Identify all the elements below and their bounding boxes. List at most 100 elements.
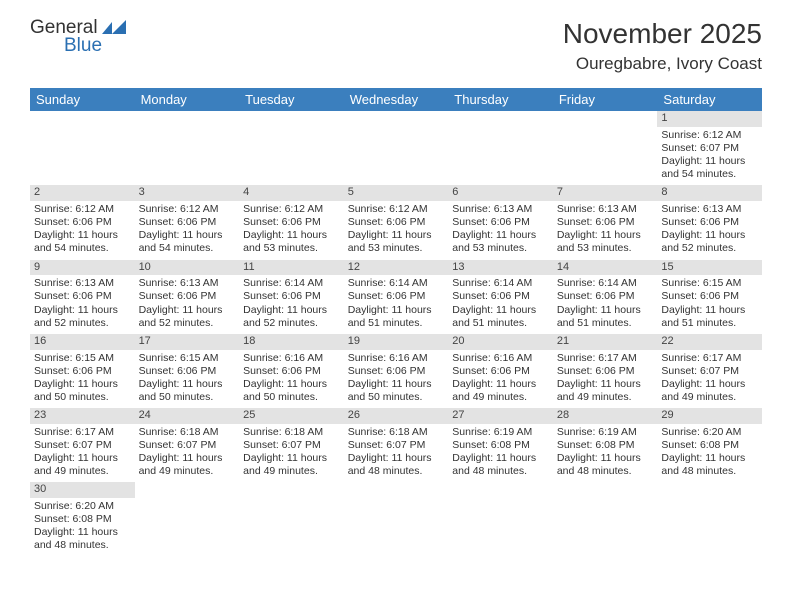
day-number: 7: [553, 185, 658, 201]
day-info-line: Sunset: 6:07 PM: [661, 365, 758, 378]
day-body: [135, 127, 240, 133]
day-body: Sunrise: 6:13 AMSunset: 6:06 PMDaylight:…: [30, 275, 135, 334]
day-info-line: Sunrise: 6:12 AM: [661, 129, 758, 142]
day-info-line: Sunrise: 6:12 AM: [139, 203, 236, 216]
day-info-line: Sunset: 6:06 PM: [139, 365, 236, 378]
day-body: [553, 498, 658, 504]
calendar-empty-cell: [135, 482, 240, 556]
day-info-line: Sunrise: 6:16 AM: [452, 352, 549, 365]
day-header-monday: Monday: [135, 88, 240, 111]
day-header-thursday: Thursday: [448, 88, 553, 111]
calendar-day-cell: 18Sunrise: 6:16 AMSunset: 6:06 PMDayligh…: [239, 334, 344, 408]
day-number: 19: [344, 334, 449, 350]
calendar-day-cell: 12Sunrise: 6:14 AMSunset: 6:06 PMDayligh…: [344, 260, 449, 334]
day-info-line: and 48 minutes.: [557, 465, 654, 478]
location-label: Ouregbabre, Ivory Coast: [563, 54, 762, 74]
day-info-line: Sunset: 6:06 PM: [139, 290, 236, 303]
day-number: 13: [448, 260, 553, 276]
day-body: Sunrise: 6:18 AMSunset: 6:07 PMDaylight:…: [239, 424, 344, 483]
day-number: 11: [239, 260, 344, 276]
day-body: Sunrise: 6:17 AMSunset: 6:07 PMDaylight:…: [30, 424, 135, 483]
day-info-line: and 52 minutes.: [243, 317, 340, 330]
calendar-day-cell: 1Sunrise: 6:12 AMSunset: 6:07 PMDaylight…: [657, 111, 762, 185]
day-number: [448, 111, 553, 127]
day-info-line: Sunrise: 6:12 AM: [243, 203, 340, 216]
day-info-line: Daylight: 11 hours: [452, 229, 549, 242]
day-number: 20: [448, 334, 553, 350]
day-info-line: and 48 minutes.: [661, 465, 758, 478]
day-info-line: and 52 minutes.: [661, 242, 758, 255]
day-info-line: and 50 minutes.: [348, 391, 445, 404]
day-number: 5: [344, 185, 449, 201]
day-info-line: Sunset: 6:06 PM: [243, 365, 340, 378]
day-body: [657, 498, 762, 504]
day-info-line: and 53 minutes.: [452, 242, 549, 255]
calendar-day-cell: 17Sunrise: 6:15 AMSunset: 6:06 PMDayligh…: [135, 334, 240, 408]
calendar-day-cell: 11Sunrise: 6:14 AMSunset: 6:06 PMDayligh…: [239, 260, 344, 334]
calendar-day-header: SundayMondayTuesdayWednesdayThursdayFrid…: [30, 88, 762, 111]
day-info-line: Sunset: 6:06 PM: [348, 365, 445, 378]
day-info-line: Daylight: 11 hours: [661, 452, 758, 465]
day-info-line: Daylight: 11 hours: [557, 378, 654, 391]
day-info-line: Sunset: 6:06 PM: [243, 216, 340, 229]
day-info-line: Daylight: 11 hours: [661, 304, 758, 317]
day-number: [30, 111, 135, 127]
calendar-day-cell: 22Sunrise: 6:17 AMSunset: 6:07 PMDayligh…: [657, 334, 762, 408]
day-info-line: Sunset: 6:07 PM: [139, 439, 236, 452]
day-info-line: Sunrise: 6:16 AM: [348, 352, 445, 365]
day-info-line: and 50 minutes.: [139, 391, 236, 404]
calendar-empty-cell: [239, 111, 344, 185]
day-info-line: Daylight: 11 hours: [243, 452, 340, 465]
day-info-line: Daylight: 11 hours: [243, 304, 340, 317]
day-number: [239, 111, 344, 127]
day-body: Sunrise: 6:20 AMSunset: 6:08 PMDaylight:…: [30, 498, 135, 557]
day-info-line: Sunrise: 6:14 AM: [452, 277, 549, 290]
day-info-line: Sunset: 6:08 PM: [452, 439, 549, 452]
calendar-empty-cell: [553, 482, 658, 556]
day-number: 24: [135, 408, 240, 424]
day-info-line: Sunset: 6:06 PM: [139, 216, 236, 229]
calendar-week: 23Sunrise: 6:17 AMSunset: 6:07 PMDayligh…: [30, 408, 762, 482]
day-info-line: Sunrise: 6:18 AM: [348, 426, 445, 439]
day-info-line: Sunset: 6:06 PM: [348, 290, 445, 303]
day-number: 2: [30, 185, 135, 201]
day-body: Sunrise: 6:16 AMSunset: 6:06 PMDaylight:…: [344, 350, 449, 409]
day-info-line: and 51 minutes.: [661, 317, 758, 330]
month-title: November 2025: [563, 18, 762, 50]
day-header-sunday: Sunday: [30, 88, 135, 111]
day-info-line: Sunset: 6:07 PM: [34, 439, 131, 452]
day-body: [135, 498, 240, 504]
day-number: 1: [657, 111, 762, 127]
calendar-day-cell: 23Sunrise: 6:17 AMSunset: 6:07 PMDayligh…: [30, 408, 135, 482]
day-info-line: Daylight: 11 hours: [452, 452, 549, 465]
day-info-line: Daylight: 11 hours: [34, 304, 131, 317]
day-body: Sunrise: 6:16 AMSunset: 6:06 PMDaylight:…: [239, 350, 344, 409]
day-body: Sunrise: 6:18 AMSunset: 6:07 PMDaylight:…: [135, 424, 240, 483]
day-info-line: and 51 minutes.: [452, 317, 549, 330]
day-number: 15: [657, 260, 762, 276]
day-number: [239, 482, 344, 498]
day-info-line: and 48 minutes.: [452, 465, 549, 478]
day-info-line: and 49 minutes.: [139, 465, 236, 478]
day-info-line: Sunset: 6:06 PM: [452, 216, 549, 229]
day-info-line: Daylight: 11 hours: [557, 452, 654, 465]
page-header: General Blue November 2025 Ouregbabre, I…: [0, 0, 792, 82]
day-info-line: and 53 minutes.: [348, 242, 445, 255]
day-body: Sunrise: 6:14 AMSunset: 6:06 PMDaylight:…: [553, 275, 658, 334]
day-body: Sunrise: 6:12 AMSunset: 6:06 PMDaylight:…: [30, 201, 135, 260]
day-info-line: Sunset: 6:07 PM: [243, 439, 340, 452]
calendar-day-cell: 13Sunrise: 6:14 AMSunset: 6:06 PMDayligh…: [448, 260, 553, 334]
day-info-line: Sunset: 6:06 PM: [557, 365, 654, 378]
day-info-line: Sunset: 6:07 PM: [661, 142, 758, 155]
day-header-saturday: Saturday: [657, 88, 762, 111]
day-info-line: Daylight: 11 hours: [557, 229, 654, 242]
day-info-line: Daylight: 11 hours: [139, 378, 236, 391]
day-info-line: Sunset: 6:06 PM: [34, 216, 131, 229]
calendar-empty-cell: [657, 482, 762, 556]
day-number: 12: [344, 260, 449, 276]
day-info-line: Sunrise: 6:14 AM: [557, 277, 654, 290]
day-number: [553, 482, 658, 498]
calendar-empty-cell: [344, 111, 449, 185]
day-info-line: Sunrise: 6:18 AM: [139, 426, 236, 439]
day-header-wednesday: Wednesday: [344, 88, 449, 111]
